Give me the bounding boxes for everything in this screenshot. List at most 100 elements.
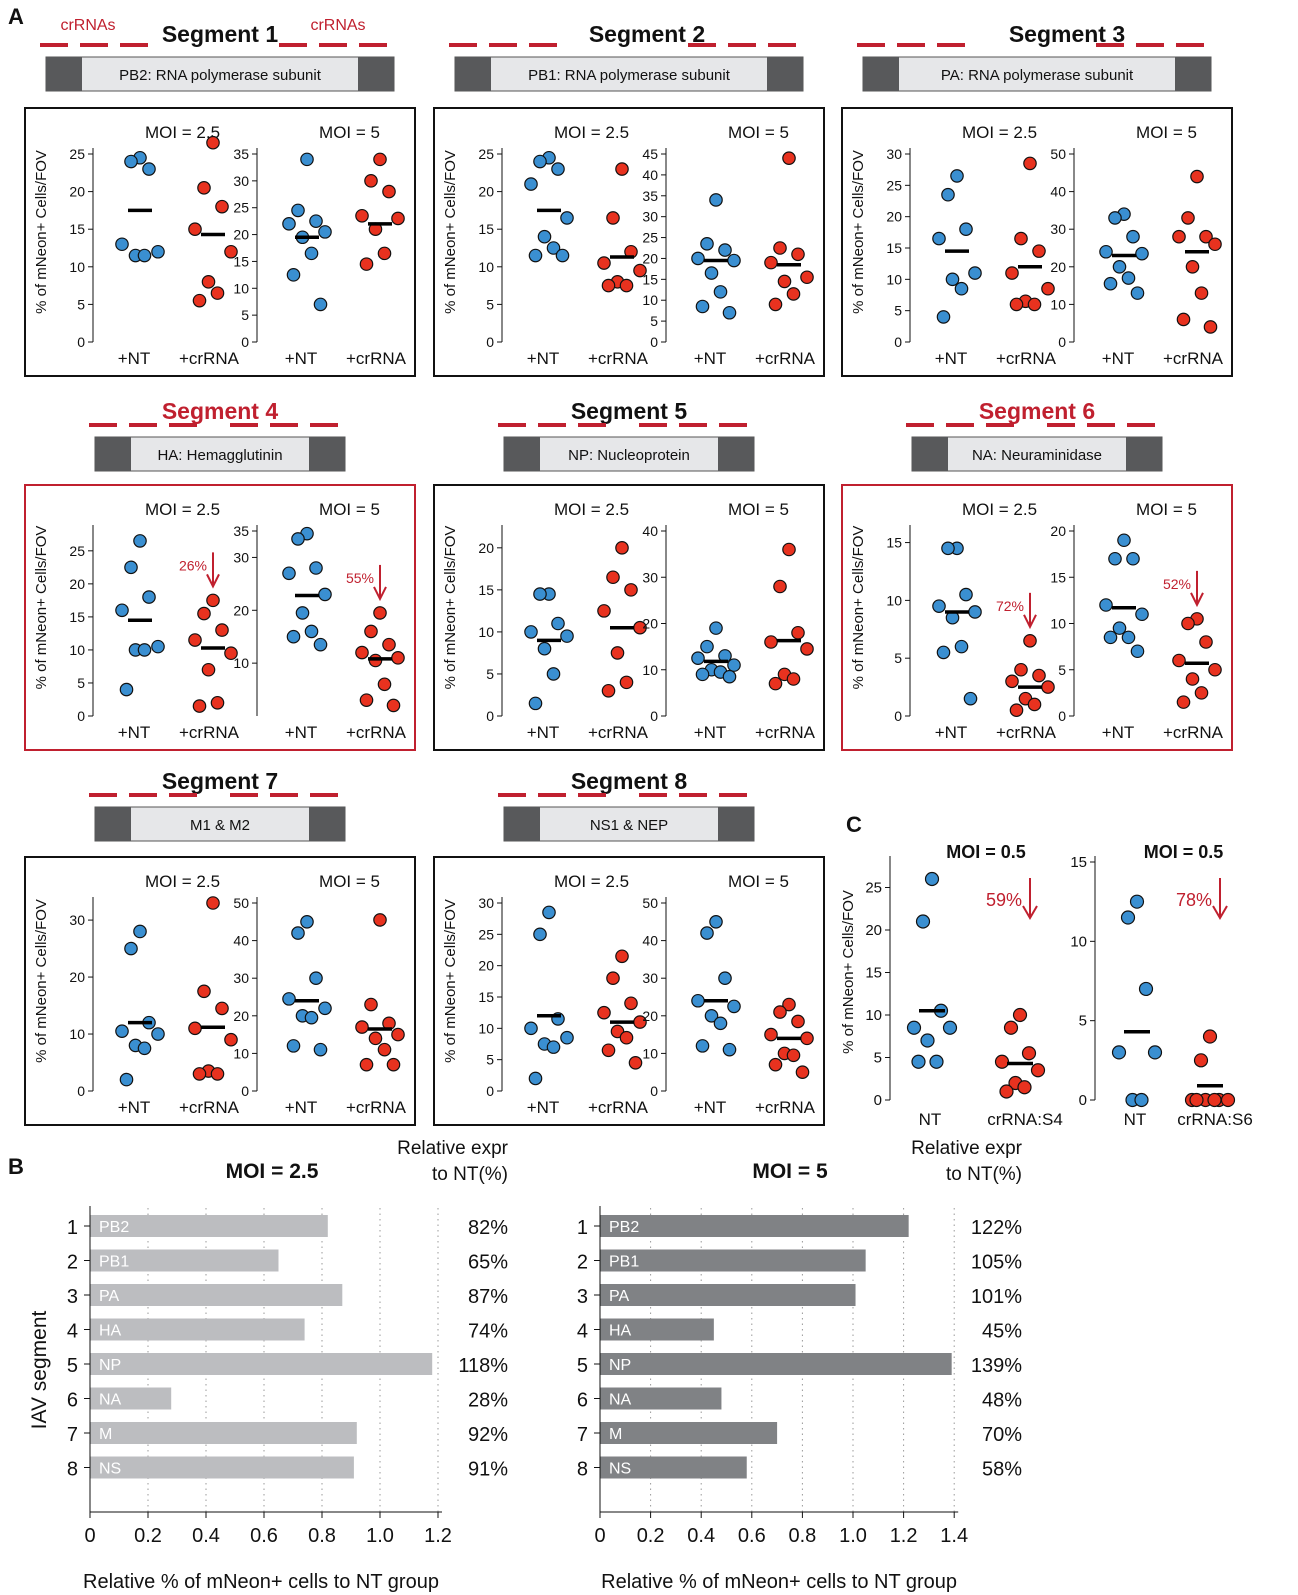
y-tick-label: 5 — [77, 675, 85, 691]
x-tick-label: 1.0 — [839, 1525, 867, 1547]
crrna-point — [601, 278, 616, 293]
y-tick-label: 0 — [486, 708, 494, 724]
nt-point — [1112, 621, 1127, 635]
percent-label: 91% — [468, 1459, 508, 1481]
panel-c-plot-1: 0 5 10 15 20 25 MOI = 0.5 59% NT crRNA:S4 — [865, 842, 1062, 1129]
crrna-point — [1014, 231, 1028, 246]
category-label: 2 — [67, 1252, 78, 1274]
y-tick-label: 10 — [478, 259, 494, 275]
category-label: 3 — [67, 1286, 78, 1308]
x-tick-label: +crRNA — [1163, 723, 1224, 742]
nt-point — [695, 667, 710, 682]
crrna-point — [373, 152, 387, 167]
nt-point — [546, 667, 561, 681]
nt-point — [700, 639, 714, 654]
category-label: 7 — [577, 1424, 588, 1446]
nt-point — [137, 643, 152, 657]
y-tick-label: 20 — [69, 184, 85, 200]
crrna-point — [606, 570, 620, 585]
nt-point — [295, 606, 310, 620]
x-tick-label: +NT — [694, 723, 727, 742]
nt-point — [560, 1030, 574, 1045]
crrna-point — [597, 604, 611, 618]
gene-box — [503, 806, 755, 842]
y-tick-label: 20 — [478, 958, 494, 974]
reduction-arrow-head — [206, 573, 220, 589]
nt-point — [959, 587, 973, 602]
moi-label: MOI = 2.5 — [962, 123, 1037, 142]
reduction-arrow-head — [373, 586, 387, 602]
crrna-point — [373, 913, 387, 927]
segment-frame — [841, 484, 1233, 751]
nt-point — [1121, 630, 1136, 645]
x-tick-label: +crRNA — [588, 349, 649, 368]
nt-point — [1126, 551, 1140, 566]
nt-point — [119, 1072, 134, 1087]
y-tick-label: 20 — [478, 184, 494, 200]
nt-point — [722, 669, 737, 684]
bar — [90, 1215, 328, 1237]
segment-4: Segment 4 HA: Hemagglutinin % of mNeon+ Ce… — [24, 398, 416, 751]
nt-point — [700, 237, 714, 251]
bar — [90, 1284, 343, 1306]
bar — [600, 1249, 866, 1272]
crrna-point — [224, 1032, 238, 1047]
x-tick-label: +NT — [118, 723, 151, 742]
nt-point — [560, 629, 574, 643]
nt-point — [291, 926, 305, 940]
nt-point — [1130, 644, 1145, 659]
nt-point — [695, 299, 710, 314]
crrna-point — [619, 1030, 634, 1045]
y-tick-label: 5 — [650, 313, 658, 329]
crrna-point — [782, 997, 796, 1012]
percent-label: 48% — [982, 1390, 1022, 1412]
y-tick-label: 50 — [642, 895, 658, 911]
crrna-point — [1185, 672, 1200, 686]
bar — [90, 1387, 172, 1410]
moi-label: MOI = 2.5 — [145, 123, 220, 142]
crrna-point — [1041, 281, 1055, 296]
crrna-point — [791, 625, 805, 640]
y-tick-label: 5 — [1058, 662, 1066, 678]
category-label: 2 — [577, 1252, 588, 1274]
x-tick-label: +crRNA — [179, 349, 240, 368]
crrna-point — [210, 286, 225, 300]
nt-point — [936, 310, 951, 324]
nt-point — [709, 621, 723, 635]
crrna-point — [224, 244, 238, 259]
y-tick-label: 25 — [69, 146, 85, 162]
gene-label: HA: Hemagglutinin — [157, 447, 282, 464]
segment-title: Segment 6 — [979, 398, 1095, 424]
nt-point — [309, 971, 323, 985]
category-label: 6 — [577, 1390, 588, 1412]
crrna-point — [368, 1031, 383, 1046]
segment-title: Segment 4 — [162, 398, 279, 424]
crrna-point — [206, 593, 220, 608]
crrna-point — [619, 675, 634, 690]
percent-label: 58% — [982, 1459, 1022, 1481]
gene-label: M1 & M2 — [190, 817, 250, 834]
crrna-point — [386, 1057, 401, 1072]
y-tick-label: 15 — [233, 253, 249, 269]
subplot-moi-2-5: 0 5 10 15 20 25 MOI = 2.5 +NT +crRNA — [478, 123, 648, 368]
y-tick-label: 20 — [69, 576, 85, 592]
nt-point — [286, 1039, 301, 1053]
gene-label: PA: RNA polymerase subunit — [941, 67, 1134, 84]
utr-right — [767, 57, 803, 91]
nt-point — [524, 625, 538, 639]
nt-point — [300, 914, 314, 929]
crrna-point — [791, 247, 805, 262]
y-axis-label: % of mNeon+ Cells/FOV — [442, 526, 459, 690]
nt-point — [1138, 981, 1154, 997]
bar-label: NA — [609, 1392, 632, 1409]
y-tick-label: 20 — [233, 1008, 249, 1024]
utr-left — [863, 57, 899, 91]
crrna-point — [1003, 1020, 1019, 1035]
nt-point — [282, 992, 296, 1006]
moi-label: MOI = 2.5 — [554, 500, 629, 519]
nt-point — [1099, 598, 1113, 612]
x-tick-label: +NT — [285, 1098, 318, 1117]
crrna-point — [994, 1054, 1010, 1069]
crrna-point — [206, 135, 220, 150]
x-tick-label: 1.2 — [424, 1525, 452, 1547]
